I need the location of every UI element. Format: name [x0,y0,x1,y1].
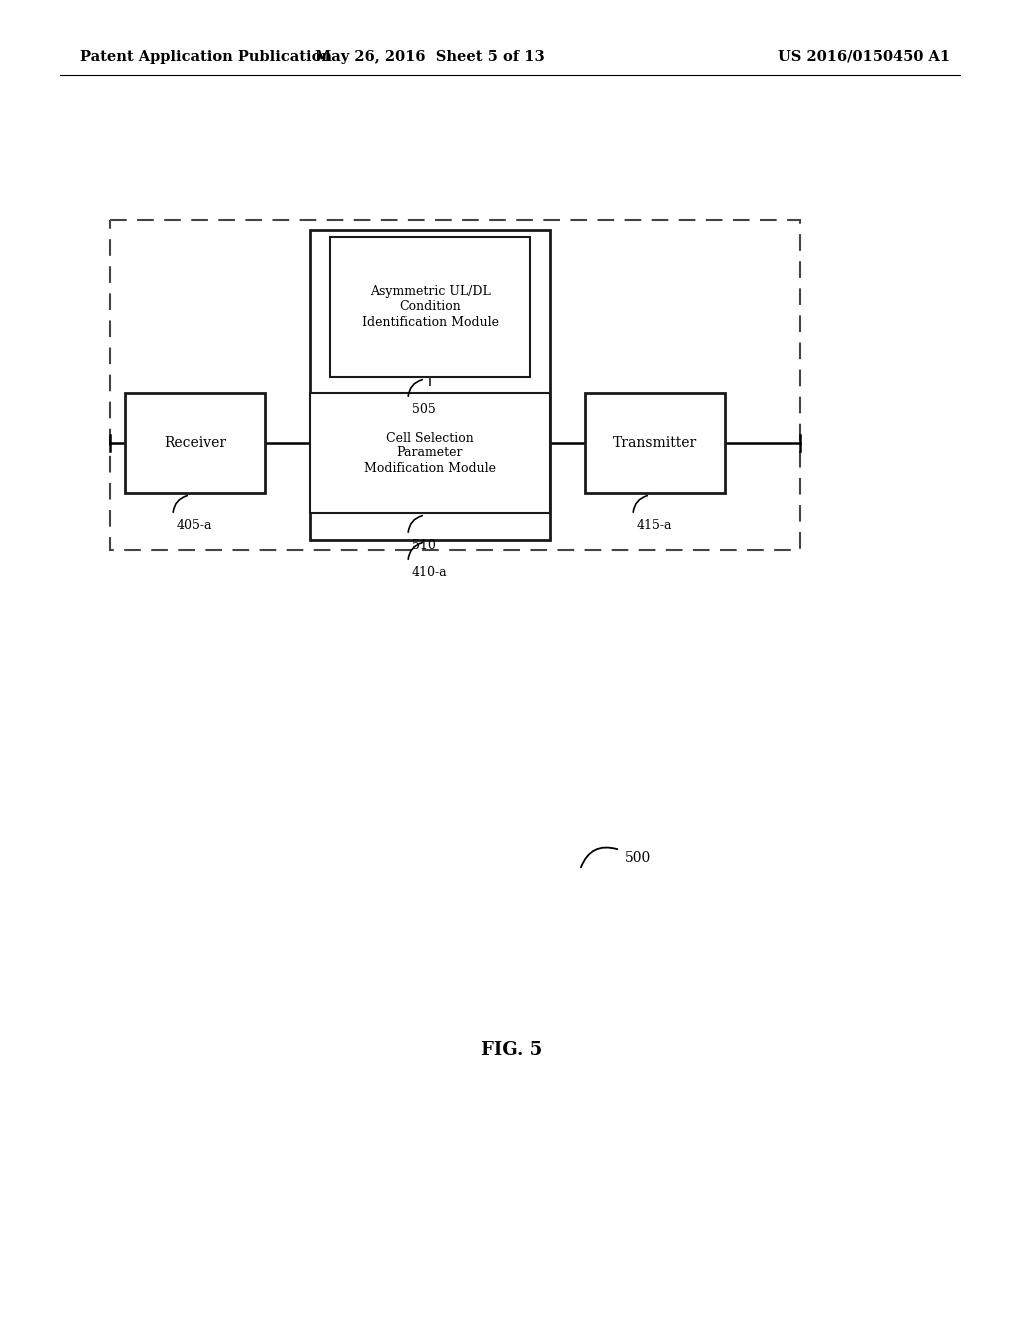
Text: Asymmetric UL/DL: Asymmetric UL/DL [370,285,490,298]
Bar [125,393,265,492]
Bar [585,393,725,492]
Bar [310,230,550,540]
Text: Identification Module: Identification Module [361,315,499,329]
Text: Patent Application Publication: Patent Application Publication [80,50,332,63]
Bar [110,220,800,550]
FancyArrowPatch shape [581,847,617,867]
Text: Modification Module: Modification Module [364,462,496,474]
Text: Parameter: Parameter [396,446,463,459]
Text: 510: 510 [412,539,436,552]
Text: Cell Selection: Cell Selection [386,432,474,445]
Text: 405-a: 405-a [177,519,213,532]
FancyArrowPatch shape [173,495,187,512]
FancyArrowPatch shape [409,516,422,532]
Text: US 2016/0150450 A1: US 2016/0150450 A1 [778,50,950,63]
Bar [310,393,550,513]
FancyArrowPatch shape [409,380,422,396]
Bar [330,238,530,378]
Text: Condition: Condition [399,301,461,314]
FancyArrowPatch shape [409,543,422,560]
Text: Transmitter: Transmitter [613,436,697,450]
Text: May 26, 2016  Sheet 5 of 13: May 26, 2016 Sheet 5 of 13 [315,50,545,63]
FancyArrowPatch shape [633,495,647,512]
Text: 500: 500 [625,851,651,865]
Text: Receiver: Receiver [164,436,226,450]
Text: 415-a: 415-a [637,519,673,532]
Text: 410-a: 410-a [412,566,447,579]
Text: FIG. 5: FIG. 5 [481,1041,543,1059]
Text: 505: 505 [412,403,436,416]
